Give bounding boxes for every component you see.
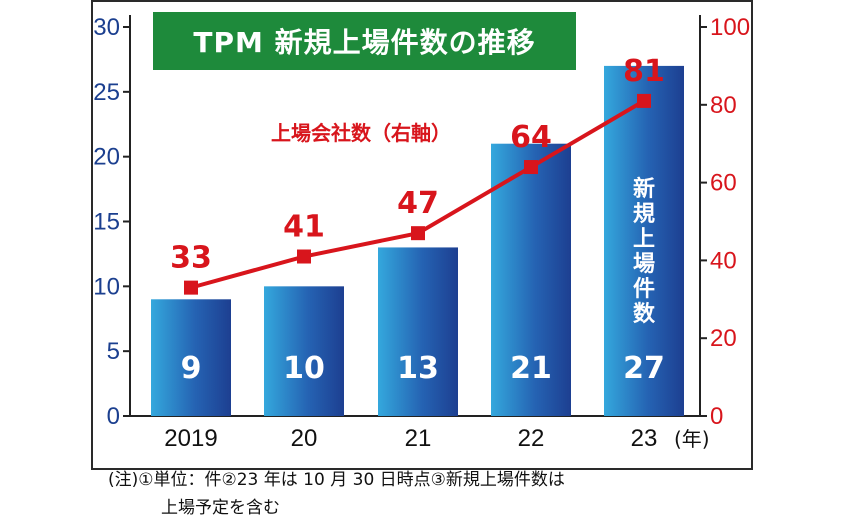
bar-series-name-char: 上 bbox=[633, 227, 655, 252]
left-tick-label: 15 bbox=[93, 209, 120, 236]
note-line-2: 上場予定を含む bbox=[161, 498, 280, 518]
bar-value-label: 9 bbox=[181, 351, 202, 386]
x-tick-label: 22 bbox=[518, 425, 545, 452]
line-marker bbox=[184, 280, 198, 295]
bar-value-label: 10 bbox=[283, 351, 325, 386]
line-marker bbox=[637, 93, 651, 108]
bar-value-label: 27 bbox=[623, 351, 665, 386]
line-value-label: 81 bbox=[623, 54, 665, 89]
right-tick-label: 20 bbox=[710, 325, 737, 352]
bar-series-name-char: 規 bbox=[633, 202, 655, 227]
line-value-label: 47 bbox=[397, 186, 439, 221]
bar-series-name-char: 件 bbox=[633, 277, 655, 302]
left-tick-label: 30 bbox=[93, 14, 120, 41]
right-tick-label: 80 bbox=[710, 92, 737, 119]
bar bbox=[604, 65, 684, 417]
left-tick-label: 10 bbox=[93, 273, 120, 300]
bar-value-label: 13 bbox=[397, 351, 439, 386]
bar bbox=[151, 299, 231, 416]
x-tick-label: 20 bbox=[291, 425, 318, 452]
x-tick-label: 2019 bbox=[164, 425, 217, 452]
line-value-label: 64 bbox=[510, 120, 552, 155]
line-value-label: 33 bbox=[170, 241, 212, 276]
chart-note: (注)①単位：件②23 年は 10 月 30 日時点③新規上場件数は 上場予定を… bbox=[108, 466, 748, 522]
right-tick-label: 40 bbox=[710, 247, 737, 274]
x-tick-label: 23 bbox=[631, 425, 658, 452]
right-tick-label: 100 bbox=[710, 14, 750, 41]
chart-title: TPM 新規上場件数の推移 bbox=[153, 12, 576, 70]
bar-series-name-char: 場 bbox=[633, 252, 655, 277]
bar bbox=[264, 286, 344, 416]
right-tick-label: 0 bbox=[710, 403, 723, 430]
left-tick-label: 25 bbox=[93, 79, 120, 106]
line-marker bbox=[297, 249, 311, 264]
x-unit-label: (年) bbox=[674, 427, 710, 451]
line-marker bbox=[524, 160, 538, 175]
left-tick-label: 5 bbox=[107, 338, 120, 365]
bar-series-name-char: 新 bbox=[633, 176, 655, 202]
left-tick-label: 0 bbox=[107, 403, 120, 430]
line-value-label: 41 bbox=[283, 210, 325, 245]
line-series-label: 上場会社数（右軸） bbox=[271, 121, 451, 145]
bar-series-name-char: 数 bbox=[633, 301, 656, 327]
x-tick-label: 21 bbox=[405, 425, 432, 452]
right-tick-label: 60 bbox=[710, 170, 737, 197]
bar-value-label: 21 bbox=[510, 351, 552, 386]
line-marker bbox=[411, 226, 425, 241]
left-tick-label: 20 bbox=[93, 144, 120, 171]
bar bbox=[491, 143, 571, 416]
note-line-1: (注)①単位：件②23 年は 10 月 30 日時点③新規上場件数は bbox=[108, 470, 565, 490]
bar bbox=[378, 247, 458, 416]
